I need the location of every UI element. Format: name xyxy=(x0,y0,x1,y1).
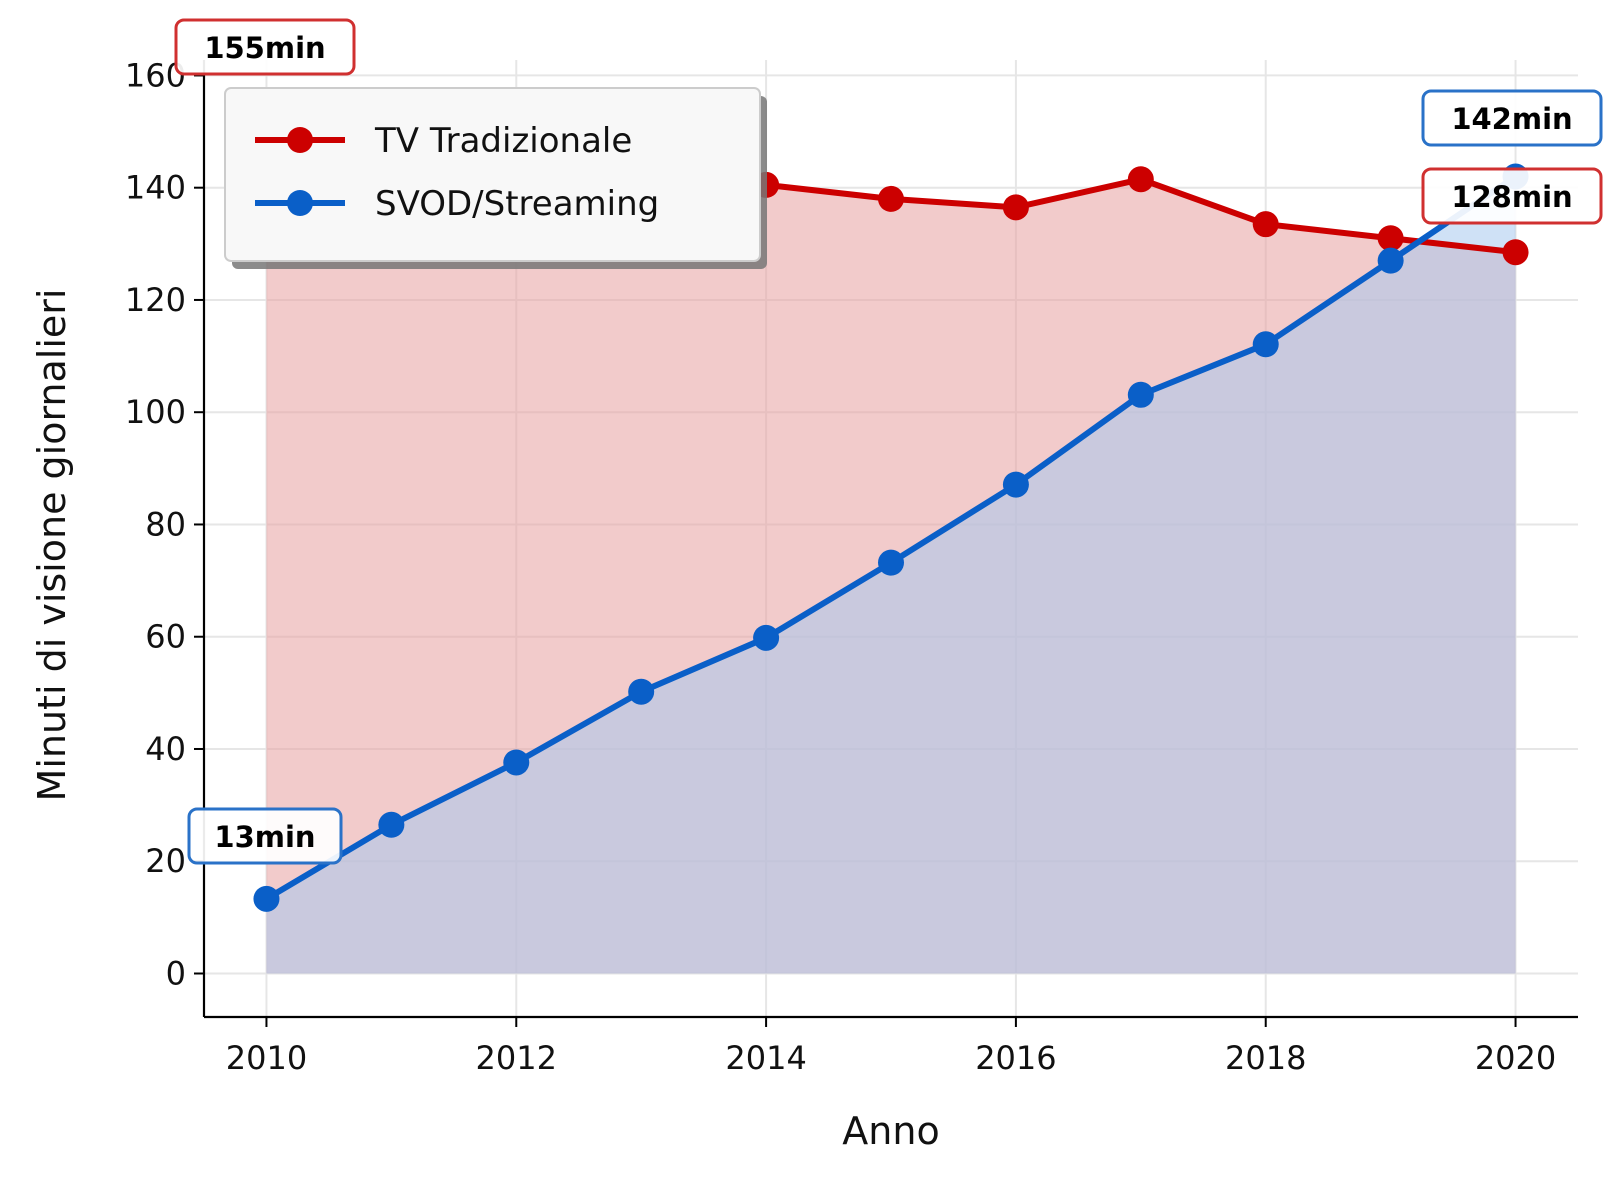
annotations: 155min 128min 13min 142min xyxy=(174,18,1603,865)
point-tv-tradizionale xyxy=(1002,194,1029,221)
annotation-label: 155min xyxy=(174,18,356,76)
point-svod-streaming xyxy=(503,749,530,776)
point-tv-tradizionale xyxy=(1252,211,1279,238)
legend-marker-svod xyxy=(287,190,313,216)
annotation-label: 128min xyxy=(1421,167,1603,225)
y-tick-label: 100 xyxy=(125,393,186,431)
point-tv-tradizionale xyxy=(1127,166,1154,193)
point-tv-tradizionale xyxy=(878,185,904,212)
point-svod-streaming xyxy=(253,885,280,912)
annotation-box xyxy=(1421,167,1603,225)
x-tick-label: 2010 xyxy=(226,1039,307,1077)
x-tick-label: 2020 xyxy=(1475,1039,1556,1077)
point-svod-streaming xyxy=(1002,471,1029,498)
x-axis-title: Anno xyxy=(842,1109,939,1153)
legend-entry-tv: TV Tradizionale xyxy=(255,121,632,161)
point-svod-streaming xyxy=(378,811,405,838)
y-tick-label: 40 xyxy=(145,730,186,768)
point-svod-streaming xyxy=(753,624,780,651)
y-tick-label: 60 xyxy=(145,618,186,656)
annotation-box xyxy=(187,807,343,865)
point-tv-tradizionale xyxy=(1377,225,1404,252)
legend-box xyxy=(224,87,761,262)
x-tick-label: 2018 xyxy=(1225,1039,1306,1077)
y-tick-label: 20 xyxy=(145,842,186,880)
annotation-text: 142min xyxy=(1451,102,1572,136)
legend-marker-tv xyxy=(287,127,313,153)
annotation-label: 142min xyxy=(1421,89,1603,147)
annotation-text: 128min xyxy=(1451,180,1572,214)
ticks: 2010 2012 2014 2016 2018 2020 0 20 40 60 80 100 120 1… xyxy=(125,56,1556,1077)
x-tick-label: 2014 xyxy=(725,1039,806,1077)
y-tick-label: 0 xyxy=(166,955,186,993)
point-svod-streaming xyxy=(1252,331,1279,358)
point-svod-streaming xyxy=(878,549,904,576)
y-tick-label: 140 xyxy=(125,169,186,207)
x-tick-label: 2012 xyxy=(476,1039,557,1077)
point-tv-tradizionale xyxy=(1502,239,1529,266)
annotation-box xyxy=(174,18,356,76)
x-tick-label: 2016 xyxy=(975,1039,1056,1077)
legend: TV Tradizionale SVOD/Streaming xyxy=(224,87,767,269)
annotation-label: 13min xyxy=(187,807,343,865)
legend-label-tv: TV Tradizionale xyxy=(374,121,632,161)
y-tick-label: 120 xyxy=(125,281,186,319)
annotation-text: 155min xyxy=(204,31,325,65)
y-axis-title: Minuti di visione giornalieri xyxy=(30,289,74,802)
y-tick-label: 80 xyxy=(145,505,186,543)
legend-label-svod: SVOD/Streaming xyxy=(375,184,659,224)
point-svod-streaming xyxy=(1127,381,1154,408)
point-svod-streaming xyxy=(628,678,655,705)
legend-entry-svod: SVOD/Streaming xyxy=(255,184,659,224)
annotation-box xyxy=(1421,89,1603,147)
point-svod-streaming xyxy=(1377,247,1404,274)
annotation-text: 13min xyxy=(214,820,315,854)
